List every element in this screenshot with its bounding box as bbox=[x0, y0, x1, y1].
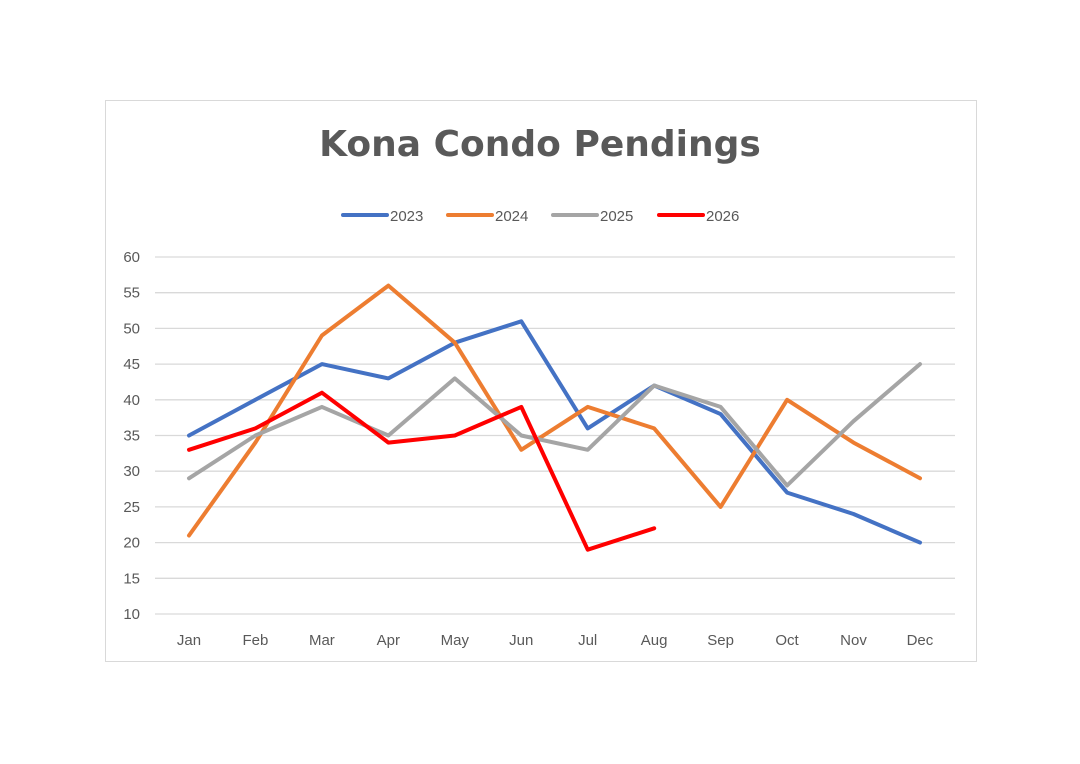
y-tick-label: 55 bbox=[123, 285, 140, 302]
legend-label-2023: 2023 bbox=[390, 208, 423, 225]
y-tick-label: 20 bbox=[123, 535, 140, 552]
x-tick-label: Mar bbox=[309, 632, 335, 649]
y-axis: 10 15 20 25 30 35 40 45 50 55 60 bbox=[123, 249, 140, 623]
y-tick-label: 45 bbox=[123, 356, 140, 373]
x-tick-label: Jan bbox=[177, 632, 201, 649]
chart-title: Kona Condo Pendings bbox=[319, 124, 761, 165]
x-tick-label: Sep bbox=[707, 632, 734, 649]
x-tick-label: Dec bbox=[907, 632, 934, 649]
x-tick-label: Jun bbox=[509, 632, 533, 649]
legend-label-2025: 2025 bbox=[600, 208, 633, 225]
legend: 2023 2024 2025 2026 bbox=[341, 208, 739, 225]
series-line-2023 bbox=[187, 319, 922, 545]
chart-frame bbox=[105, 100, 977, 662]
x-tick-label: Jul bbox=[578, 632, 597, 649]
y-tick-label: 40 bbox=[123, 392, 140, 409]
y-tick-label: 25 bbox=[123, 499, 140, 516]
series-line-2026 bbox=[187, 390, 657, 552]
y-tick-label: 30 bbox=[123, 463, 140, 480]
legend-label-2026: 2026 bbox=[706, 208, 739, 225]
y-tick-label: 35 bbox=[123, 428, 140, 445]
x-axis: Jan Feb Mar Apr May Jun Jul Aug Sep Oct Nov Dec bbox=[177, 632, 934, 649]
x-tick-label: Nov bbox=[840, 632, 867, 649]
plot-area bbox=[187, 283, 922, 552]
y-tick-label: 60 bbox=[123, 249, 140, 266]
gridlines bbox=[155, 256, 955, 615]
series-line-2024 bbox=[187, 283, 922, 538]
legend-label-2024: 2024 bbox=[495, 208, 528, 225]
x-tick-label: Oct bbox=[775, 632, 799, 649]
x-tick-label: Aug bbox=[641, 632, 668, 649]
x-tick-label: May bbox=[441, 632, 470, 649]
x-tick-label: Feb bbox=[243, 632, 269, 649]
x-tick-label: Apr bbox=[377, 632, 400, 649]
series-line-2025 bbox=[187, 362, 922, 488]
y-tick-label: 50 bbox=[123, 320, 140, 337]
y-tick-label: 10 bbox=[123, 606, 140, 623]
y-tick-label: 15 bbox=[123, 570, 140, 587]
